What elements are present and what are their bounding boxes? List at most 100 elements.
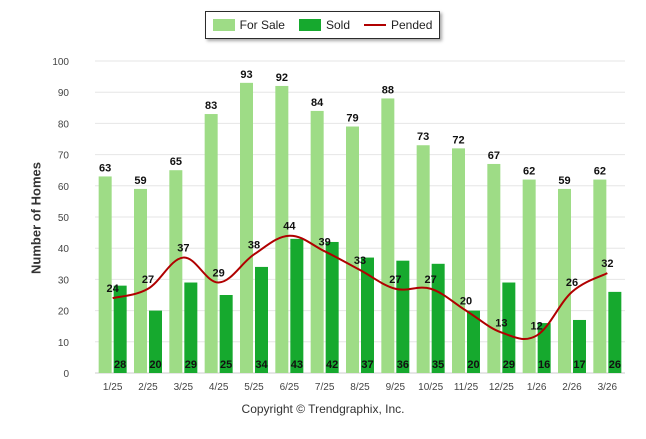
bar-sold-5/25 — [255, 266, 268, 373]
data-label-for-sale-10/25: 73 — [417, 131, 429, 143]
data-label-pended-10/25: 27 — [425, 274, 437, 286]
bar-for-sale-2/26 — [558, 188, 571, 373]
x-tick-label-7/25: 7/25 — [315, 382, 335, 393]
bar-for-sale-5/25 — [240, 82, 253, 373]
copyright-footer: Copyright © Trendgraphix, Inc. — [241, 402, 405, 416]
data-label-sold-11/25: 20 — [467, 359, 479, 371]
data-label-sold-2/26: 17 — [573, 359, 585, 371]
bar-sold-2/25 — [149, 310, 162, 373]
legend-item-for-sale[interactable]: For Sale — [212, 18, 285, 32]
data-label-sold-3/25: 29 — [185, 359, 197, 371]
data-label-pended-7/25: 39 — [319, 236, 331, 248]
bar-for-sale-11/25 — [452, 148, 465, 373]
bar-sold-6/25 — [290, 238, 304, 373]
data-label-for-sale-4/25: 83 — [205, 100, 217, 112]
x-tick-label-4/25: 4/25 — [209, 382, 229, 393]
x-tick-label-12/25: 12/25 — [489, 382, 514, 393]
bar-for-sale-3/25 — [169, 170, 183, 373]
bar-sold-1/25 — [113, 285, 127, 373]
data-label-sold-6/25: 43 — [291, 359, 303, 371]
pended-line-swatch-icon — [364, 24, 386, 26]
data-label-pended-2/25: 27 — [142, 274, 154, 286]
bar-for-sale-8/25 — [346, 126, 359, 374]
x-tick-label-11/25: 11/25 — [454, 382, 479, 393]
data-label-for-sale-2/25: 59 — [134, 175, 146, 187]
data-label-pended-11/25: 20 — [460, 296, 472, 308]
legend: For Sale Sold Pended — [205, 11, 440, 39]
pended-series-line — [112, 234, 608, 340]
bar-sold-2/26 — [573, 319, 586, 373]
bar-for-sale-2/25 — [134, 188, 147, 373]
y-tick-label-60: 60 — [58, 182, 70, 193]
data-label-pended-1/26: 12 — [531, 321, 543, 333]
data-label-for-sale-3/26: 62 — [594, 166, 606, 178]
data-label-for-sale-9/25: 88 — [382, 84, 394, 96]
x-tick-label-3/25: 3/25 — [174, 382, 194, 393]
data-label-pended-2/26: 26 — [566, 277, 578, 289]
data-label-sold-1/25: 28 — [114, 359, 126, 371]
x-tick-label-1/25: 1/25 — [103, 382, 123, 393]
y-tick-label-40: 40 — [58, 244, 70, 255]
data-label-sold-12/25: 29 — [503, 359, 515, 371]
y-tick-label-0: 0 — [63, 369, 69, 380]
for-sale-swatch-icon — [212, 19, 235, 31]
legend-label-for-sale: For Sale — [239, 18, 285, 32]
y-tick-label-100: 100 — [52, 57, 69, 68]
x-tick-label-2/26: 2/26 — [562, 382, 582, 393]
data-label-pended-9/25: 27 — [389, 274, 401, 286]
x-tick-label-6/25: 6/25 — [280, 382, 300, 393]
data-label-pended-3/25: 37 — [177, 243, 189, 255]
y-tick-label-10: 10 — [58, 338, 70, 349]
legend-item-pended[interactable]: Pended — [364, 18, 432, 32]
bar-sold-8/25 — [361, 257, 374, 373]
bar-sold-3/26 — [608, 291, 622, 373]
data-label-sold-10/25: 35 — [432, 359, 444, 371]
data-label-for-sale-2/26: 59 — [558, 175, 570, 187]
bar-for-sale-6/25 — [275, 85, 289, 374]
data-label-sold-8/25: 37 — [361, 359, 373, 371]
data-label-pended-1/25: 24 — [107, 283, 120, 295]
data-label-for-sale-11/25: 72 — [452, 134, 464, 146]
bar-sold-3/25 — [184, 282, 198, 373]
x-tick-label-8/25: 8/25 — [350, 382, 370, 393]
bar-for-sale-7/25 — [310, 110, 324, 374]
bar-sold-12/25 — [502, 282, 516, 373]
y-tick-label-20: 20 — [58, 307, 70, 318]
legend-label-pended: Pended — [391, 18, 433, 32]
legend-item-sold[interactable]: Sold — [298, 18, 350, 32]
bar-for-sale-12/25 — [487, 163, 501, 373]
data-label-for-sale-12/25: 67 — [488, 150, 500, 162]
data-label-sold-3/26: 26 — [609, 359, 621, 371]
y-tick-label-70: 70 — [58, 151, 70, 162]
data-label-sold-2/25: 20 — [149, 359, 161, 371]
bar-sold-11/25 — [467, 310, 480, 373]
bar-for-sale-10/25 — [416, 145, 430, 373]
legend-label-sold: Sold — [325, 18, 350, 32]
x-tick-label-3/26: 3/26 — [598, 382, 618, 393]
data-label-pended-6/25: 44 — [283, 221, 296, 233]
x-tick-label-10/25: 10/25 — [418, 382, 443, 393]
y-tick-label-90: 90 — [58, 88, 70, 99]
y-tick-label-50: 50 — [58, 213, 70, 224]
data-label-sold-1/26: 16 — [538, 359, 550, 371]
data-label-for-sale-6/25: 92 — [276, 72, 288, 84]
bar-for-sale-1/26 — [522, 179, 536, 373]
y-axis-title: Number of Homes — [28, 162, 44, 274]
x-tick-label-1/26: 1/26 — [527, 382, 547, 393]
x-tick-label-2/25: 2/25 — [138, 382, 158, 393]
data-label-sold-9/25: 36 — [397, 359, 409, 371]
x-tick-label-5/25: 5/25 — [244, 382, 264, 393]
data-label-sold-7/25: 42 — [326, 359, 338, 371]
data-label-for-sale-1/26: 62 — [523, 166, 535, 178]
data-label-sold-4/25: 25 — [220, 359, 232, 371]
bar-sold-7/25 — [325, 241, 339, 373]
bar-for-sale-9/25 — [381, 98, 395, 373]
data-label-for-sale-3/25: 65 — [170, 156, 182, 168]
data-label-pended-3/26: 32 — [601, 258, 613, 270]
bar-sold-1/26 — [537, 323, 551, 373]
data-label-sold-5/25: 34 — [255, 359, 268, 371]
bar-for-sale-1/25 — [98, 176, 112, 373]
x-tick-label-9/25: 9/25 — [386, 382, 406, 393]
